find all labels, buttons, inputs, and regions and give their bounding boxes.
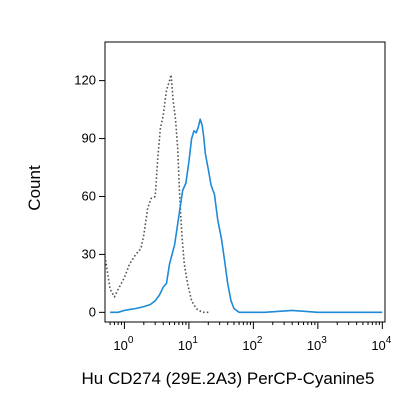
y-tick-label: 90	[82, 131, 96, 146]
plot-border	[104, 41, 386, 323]
y-tick-label: 30	[82, 246, 96, 261]
y-axis: 0 30 60 90 120	[74, 73, 105, 319]
plot-frame	[104, 41, 386, 323]
y-tick-label: 120	[74, 73, 96, 88]
y-tick-label: 0	[89, 304, 96, 319]
x-tick-label: 102	[242, 335, 262, 353]
control-histogram-line	[105, 74, 209, 314]
x-axis-title: Hu CD274 (29E.2A3) PerCP-Cyanine5	[82, 369, 375, 388]
x-tick-label: 104	[371, 335, 391, 353]
y-tick-label: 60	[82, 188, 96, 203]
series-layer	[105, 74, 383, 314]
x-axis: 100 101 102 103 104	[109, 322, 392, 353]
x-tick-label: 103	[307, 335, 327, 353]
x-tick-label: 101	[178, 335, 198, 353]
x-tick-label: 100	[113, 335, 133, 353]
stained-histogram-line	[110, 118, 383, 314]
y-axis-title: Count	[25, 165, 44, 211]
